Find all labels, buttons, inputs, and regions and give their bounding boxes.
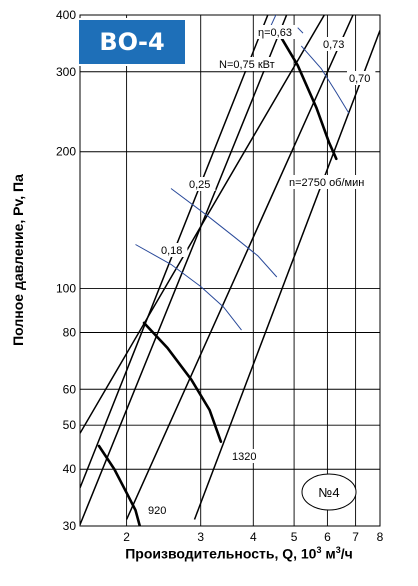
x-tick-label: 5 [291, 530, 298, 544]
efficiency-curve [270, 15, 277, 27]
efficiency-label: 0,18 [159, 243, 188, 257]
x-tick-label: 6 [324, 530, 331, 544]
y-tick-label: 40 [63, 462, 77, 476]
x-axis-label-unit: м [321, 545, 336, 562]
efficiency-label-bg [347, 71, 376, 85]
curve-labels: η=0,63 0,73 0,70 0,25 0,18 N=0,75 кВт n=2750 о… [146, 25, 376, 517]
y-tick-label: 300 [56, 65, 76, 79]
speed-label: 920 [146, 503, 169, 517]
tick-labels: 2 3 4 5 6 7 8 30 40 50 60 80 100 200 300 400 [56, 8, 384, 544]
power-label: N=0,75 кВт [217, 57, 282, 71]
power-line [125, 15, 354, 520]
model-number-marker: №4 [301, 473, 357, 511]
x-tick-label: 8 [377, 530, 384, 544]
efficiency-curve [135, 244, 242, 331]
model-number-label: №4 [318, 485, 339, 500]
x-axis-label-prefix: Производительность, Q, 10 [125, 545, 317, 562]
efficiency-label-bg [159, 243, 188, 257]
speed-curve [97, 444, 142, 526]
model-badge: ВО-4 [77, 18, 187, 66]
speed-label: 1320 [230, 449, 259, 463]
efficiency-label-bg [256, 25, 297, 39]
efficiency-label: 0,25 [187, 177, 216, 191]
x-tick-label: 2 [123, 530, 130, 544]
y-axis-label: Полное давление, Pv, Па [10, 174, 26, 346]
x-axis-label: Производительность, Q, 103 м3/ч [94, 545, 384, 562]
efficiency-label-text: 0,70 [349, 73, 370, 85]
y-tick-label: 50 [63, 418, 77, 432]
efficiency-label: η=0,63 [256, 25, 297, 39]
x-axis-label-unit-exponent: 3 [335, 545, 341, 555]
speed-label-text: 1320 [232, 451, 256, 463]
speed-label-text: n=2750 об/мин [289, 177, 364, 189]
efficiency-label-text: 0,73 [323, 39, 344, 51]
power-line [80, 15, 288, 525]
efficiency-curve [170, 188, 278, 278]
efficiency-label-text: η=0,63 [258, 27, 292, 39]
power-line [193, 30, 380, 520]
speed-label-bg [146, 503, 169, 517]
speed-label-bg [287, 175, 371, 189]
speed-curve [274, 27, 338, 161]
speed-label: n=2750 об/мин [287, 175, 371, 189]
y-tick-label: 30 [63, 519, 77, 533]
speed-label-text: 920 [148, 505, 166, 517]
speed-label-bg [230, 449, 259, 463]
efficiency-curve [297, 27, 304, 34]
y-tick-label: 60 [63, 382, 77, 396]
x-tick-label: 3 [197, 530, 204, 544]
efficiency-label-bg [187, 177, 216, 191]
efficiency-curve [300, 45, 350, 114]
speed-curve [142, 321, 223, 443]
efficiency-label: 0,70 [347, 71, 376, 85]
x-tick-label: 7 [352, 530, 359, 544]
model-number-ellipse [301, 473, 357, 511]
efficiency-label-text: 0,18 [161, 245, 182, 257]
power-label-text: N=0,75 кВт [219, 59, 275, 71]
y-tick-label: 100 [56, 281, 76, 295]
x-axis-label-exponent: 3 [316, 545, 322, 555]
y-tick-label: 400 [56, 8, 76, 22]
x-axis-label-suffix: /ч [340, 545, 353, 562]
efficiency-label-text: 0,25 [189, 179, 210, 191]
y-tick-label: 200 [56, 145, 76, 159]
x-tick-label: 4 [250, 530, 257, 544]
efficiency-label-bg [321, 37, 350, 51]
power-label-bg [217, 57, 282, 71]
y-tick-label: 80 [63, 326, 77, 340]
efficiency-label: 0,73 [321, 37, 350, 51]
